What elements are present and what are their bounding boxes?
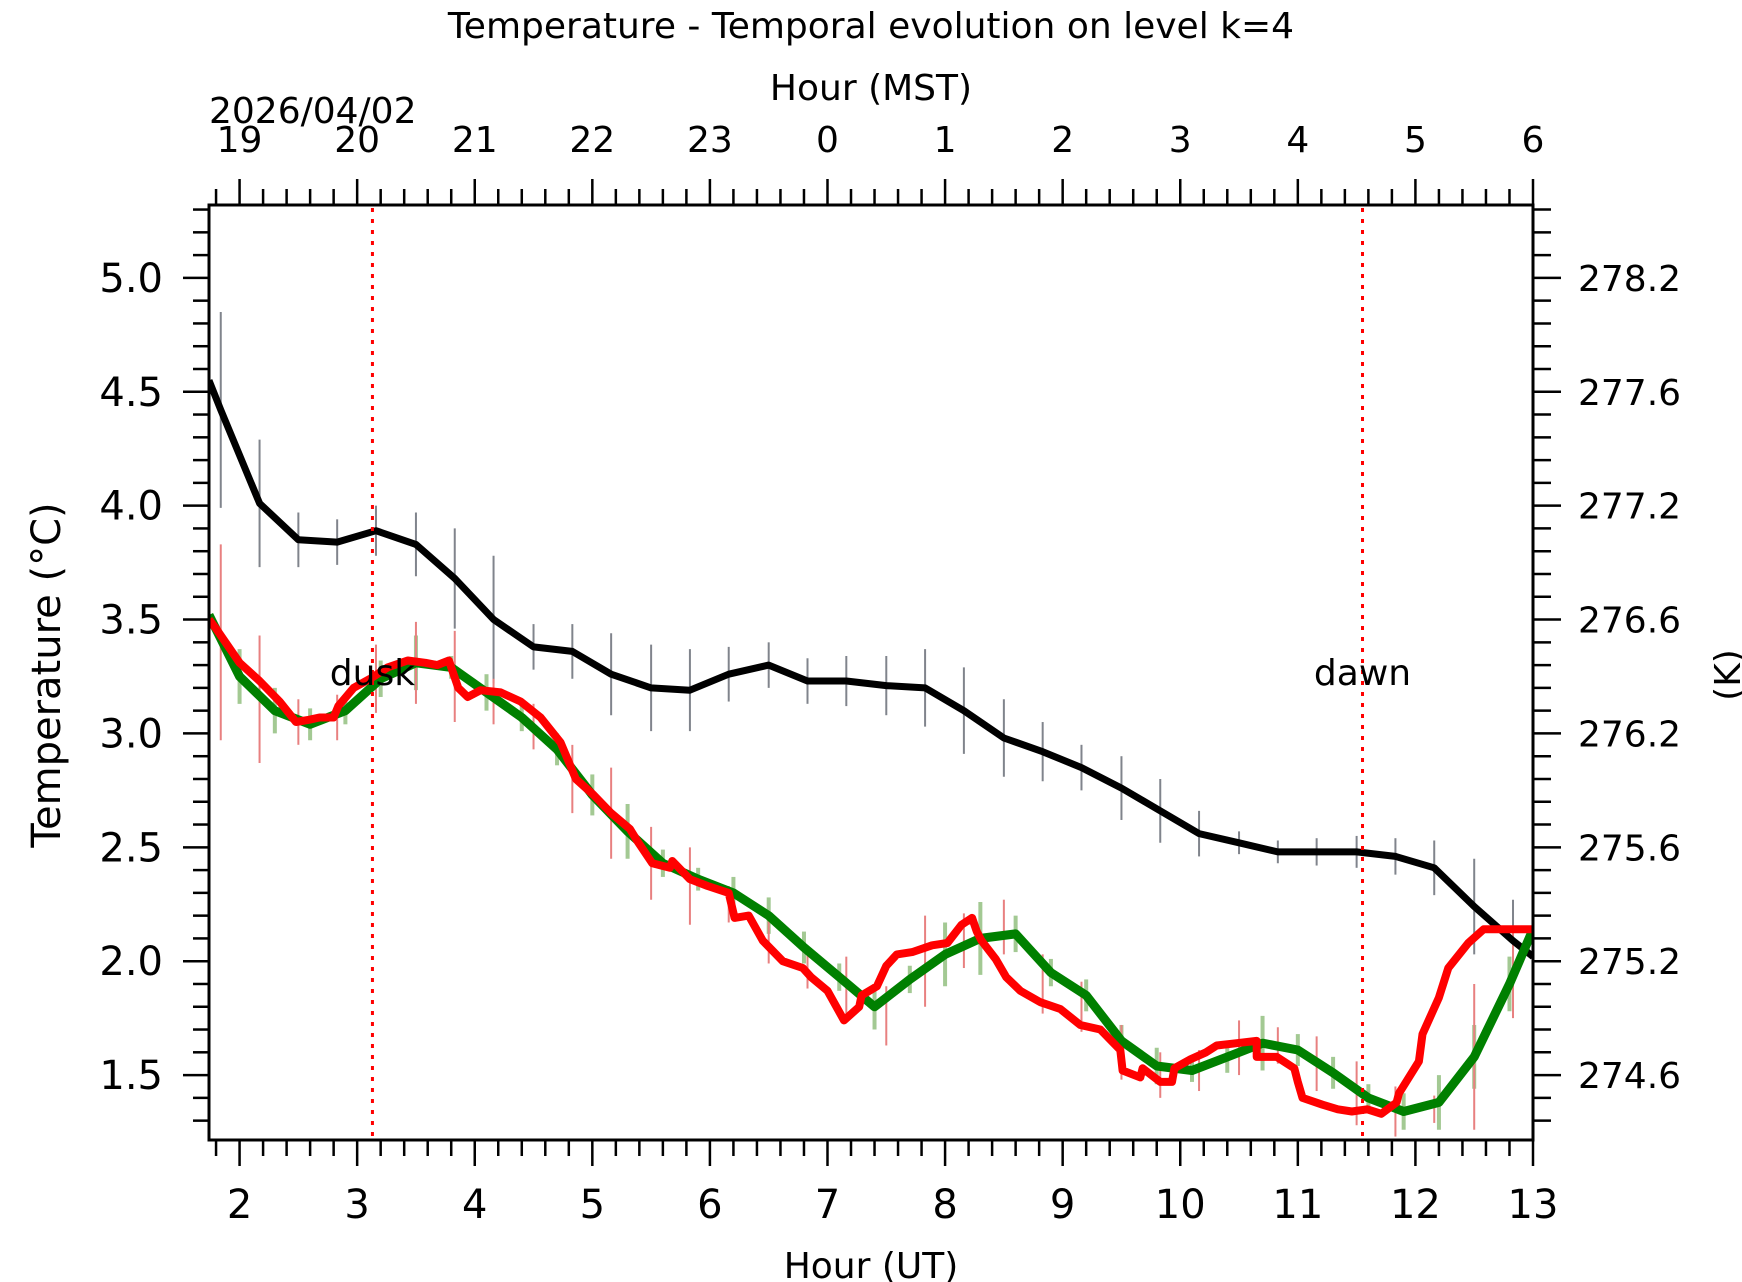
y2-tick-label: 278.2 [1578,259,1681,300]
x2-tick-label: 21 [452,120,498,161]
y2-tick-label: 276.6 [1578,601,1681,642]
x-tick-label: 9 [1050,1182,1075,1228]
event-markers: dusk dawn [330,208,1411,1140]
x-axis-label: Hour (UT) [784,1246,959,1282]
y-tick-label: 1.5 [99,1053,163,1099]
y2-tick-label: 275.6 [1578,828,1681,869]
x-tick-label: 6 [697,1182,722,1228]
x-tick-label: 12 [1390,1182,1441,1228]
x2-tick-label: 19 [217,120,263,161]
y-tick-label: 4.5 [99,370,163,416]
x-tick-label: 10 [1155,1182,1206,1228]
x2-tick-label: 22 [569,120,615,161]
x2-tick-label: 2 [1051,120,1074,161]
x2-tick-label: 0 [816,120,839,161]
axes [183,179,1561,1166]
red-series-line [209,617,1533,1118]
x-tick-label: 5 [580,1182,605,1228]
y2-tick-label: 275.2 [1578,942,1681,983]
y-tick-label: 3.5 [99,598,163,644]
tick-labels: 2193204215226237081921031141251361.52.02… [99,120,1681,1228]
x2-tick-label: 20 [334,120,380,161]
y2-axis-label: (K) [1708,649,1742,701]
x2-tick-label: 6 [1522,120,1545,161]
dawn-label: dawn [1314,653,1411,694]
x-tick-label: 4 [462,1182,487,1228]
x2-tick-label: 1 [934,120,957,161]
y-tick-label: 2.5 [99,825,163,871]
x-tick-label: 13 [1508,1182,1559,1228]
x2-tick-label: 23 [687,120,733,161]
x2-axis-label: Hour (MST) [770,68,972,109]
y2-tick-label: 274.6 [1578,1056,1681,1097]
x-tick-label: 7 [815,1182,840,1228]
y-axis-label: Temperature (°C) [24,502,70,848]
y2-tick-label: 276.2 [1578,714,1681,755]
series-lines [209,379,1533,1118]
x-tick-label: 8 [932,1182,957,1228]
y2-tick-label: 277.6 [1578,373,1681,414]
y-tick-label: 2.0 [99,939,163,985]
y-tick-label: 4.0 [99,484,163,530]
x-tick-label: 2 [227,1182,252,1228]
y2-tick-label: 277.2 [1578,487,1681,528]
date-label: 2026/04/02 [209,91,417,132]
plot-frame [207,203,1535,1142]
dusk-label: dusk [330,653,415,694]
black-series-line [209,379,1533,960]
y-tick-label: 5.0 [99,256,163,302]
y-tick-label: 3.0 [99,711,163,757]
x-tick-label: 11 [1272,1182,1323,1228]
x2-tick-label: 5 [1404,120,1427,161]
error-bars [219,312,1515,1137]
x-tick-label: 3 [344,1182,369,1228]
x2-tick-label: 3 [1169,120,1192,161]
chart-title: Temperature - Temporal evolution on leve… [447,6,1294,47]
x2-tick-label: 4 [1286,120,1309,161]
